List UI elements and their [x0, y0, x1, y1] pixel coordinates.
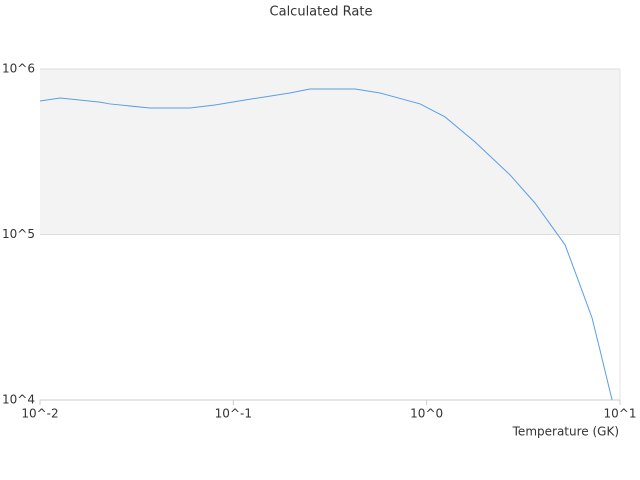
y-tick-label: 10^4	[2, 393, 35, 407]
x-tick-label: 10^0	[410, 407, 443, 421]
grid-band	[40, 69, 620, 235]
x-tick-label: 10^1	[604, 407, 637, 421]
y-tick-label: 10^5	[2, 227, 35, 241]
x-tick-label: 10^-1	[215, 407, 252, 421]
x-tick-label: 10^-2	[21, 407, 58, 421]
x-axis-label: Temperature (GK)	[512, 425, 619, 439]
chart-title: Calculated Rate	[270, 5, 373, 20]
data-line	[39, 88, 613, 401]
y-tick-label: 10^6	[2, 62, 35, 76]
